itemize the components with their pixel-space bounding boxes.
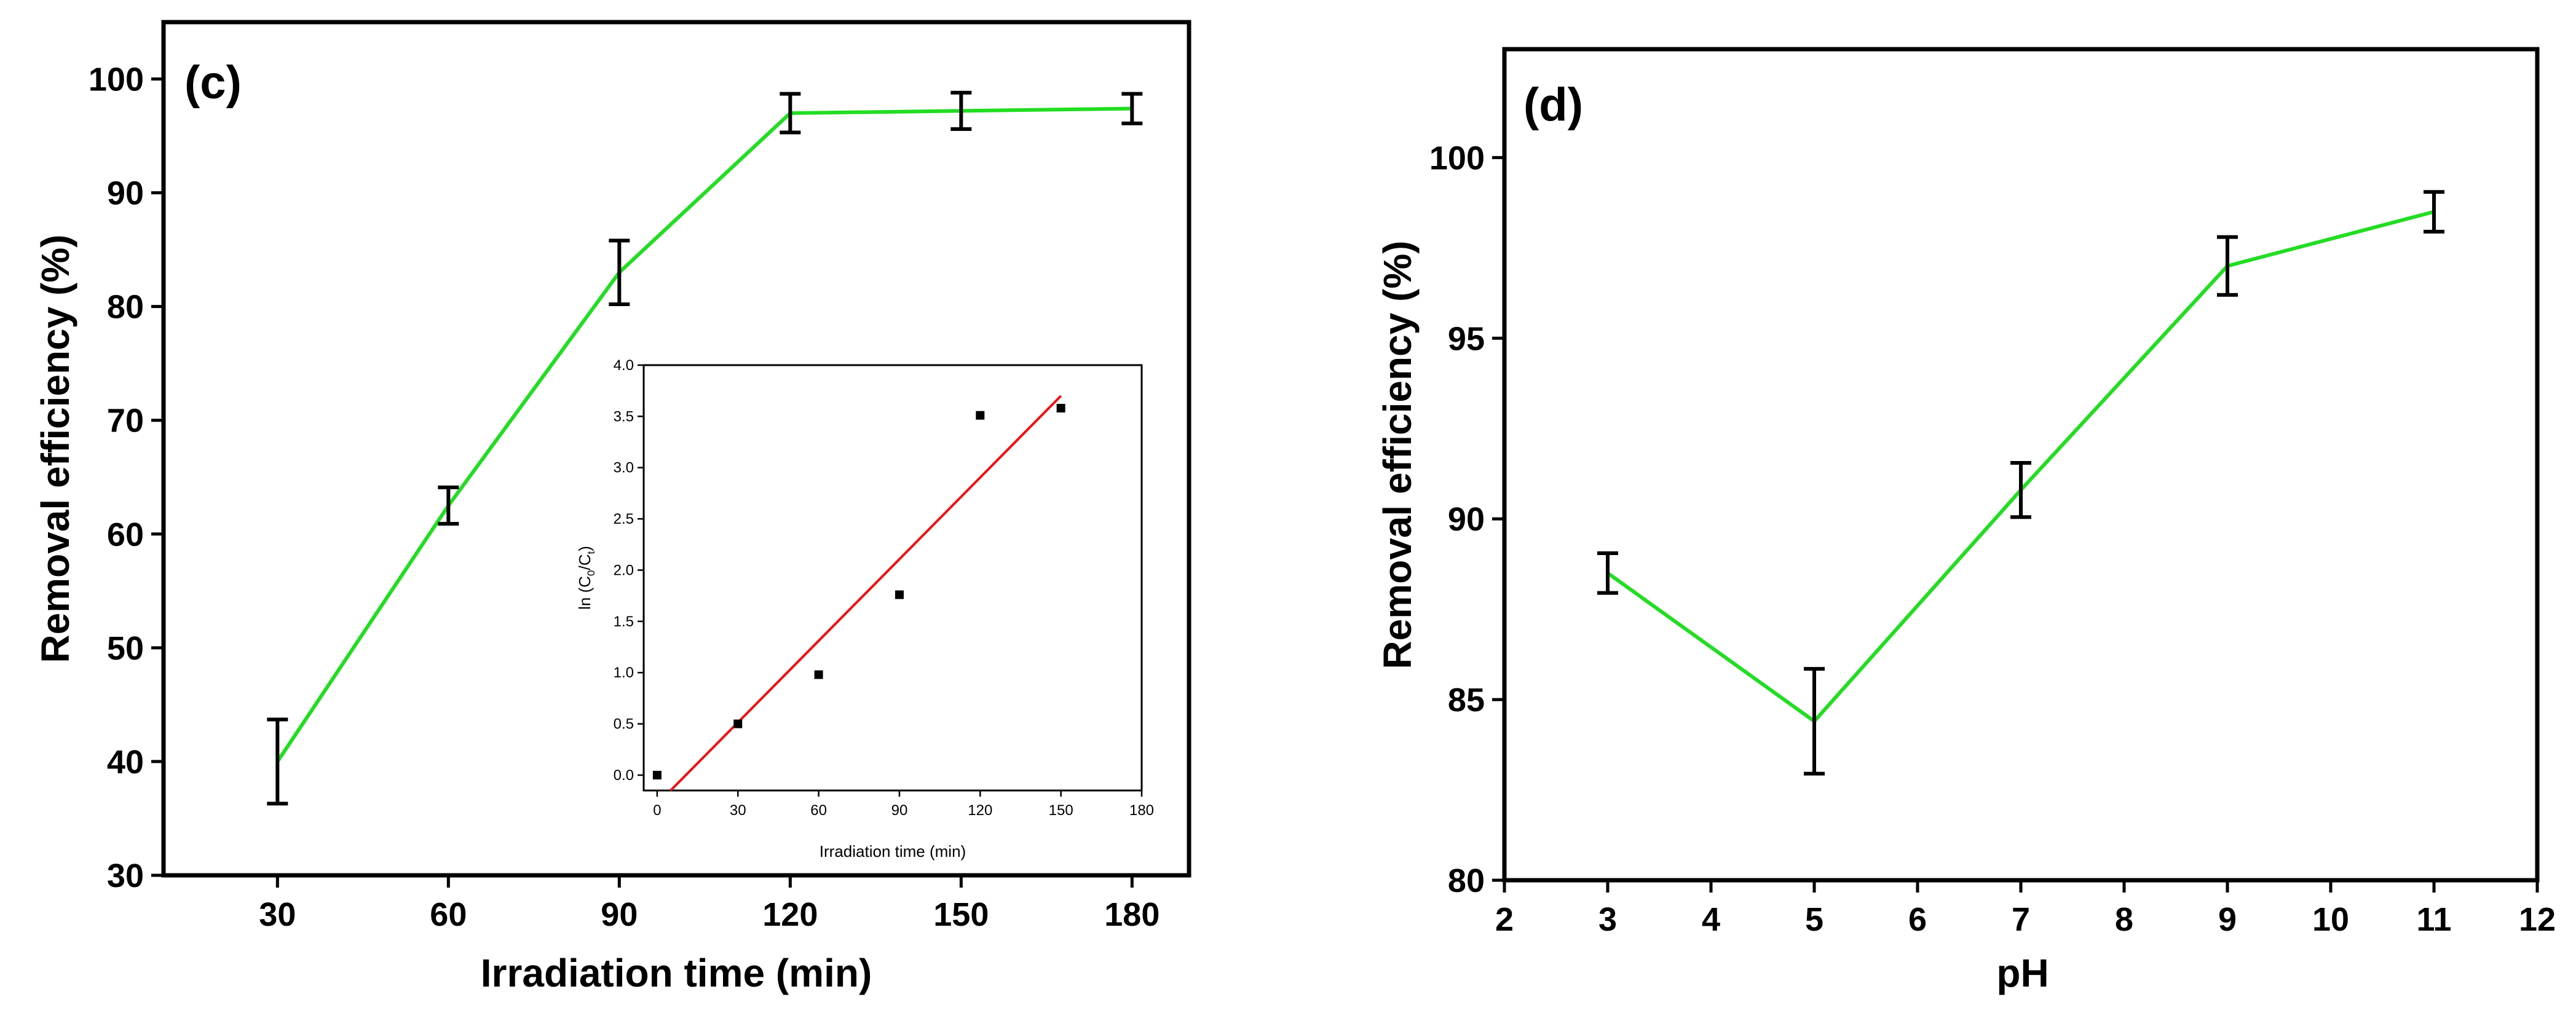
y-tick-label: 80	[1448, 862, 1485, 899]
y-tick-label: 30	[107, 857, 144, 894]
inset-data-point	[652, 770, 662, 779]
series-d	[1597, 190, 2444, 776]
error-bar	[1804, 667, 1825, 776]
inset-data-point	[976, 411, 985, 420]
x-tick-label: 2	[1495, 901, 1514, 938]
x-tick-label: 6	[1908, 901, 1927, 938]
x-tick-label: 11	[2416, 901, 2451, 938]
y-tick-label: 100	[1429, 140, 1485, 176]
inset-x-tick-label: 60	[810, 802, 827, 819]
error-bar	[438, 485, 459, 526]
x-axis-title-d: pH	[1996, 951, 2049, 995]
inset-x-tick-label: 0	[653, 802, 661, 819]
x-tick-label: 4	[1702, 901, 1720, 938]
inset-y-tick-label: 3.0	[614, 460, 634, 476]
inset-x-tick-label: 90	[891, 802, 908, 819]
y-tick-label: 60	[107, 516, 144, 553]
inset-chart: 0.0 0.5 1.0 1.5 2.0 2.5 3.0 3.5 4.0 0 30 60 90 120 15…	[575, 357, 1154, 861]
panel-label-c: (c)	[184, 57, 242, 109]
x-axis-title-c: Irradiation time (min)	[481, 951, 872, 995]
error-bar	[2217, 235, 2238, 297]
inset-frame	[642, 364, 1143, 792]
inset-y-axis-title: ln (C0/Ct)	[575, 546, 597, 610]
inset-y-axis: 0.0 0.5 1.0 1.5 2.0 2.5 3.0 3.5 4.0	[614, 357, 644, 784]
inset-x-tick-label: 150	[1049, 802, 1073, 819]
x-tick-label: 3	[1598, 901, 1617, 938]
inset-y-tick-label: 0.5	[614, 716, 634, 733]
x-tick-label: 60	[430, 896, 467, 933]
inset-data-point	[733, 719, 743, 728]
y-axis-d: 80 85 90 95 100	[1429, 140, 1504, 899]
y-axis-title-c: Removal efficiency (%)	[33, 234, 77, 663]
error-bar	[2010, 461, 2031, 519]
x-tick-label: 8	[2115, 901, 2133, 938]
x-tick-label: 90	[601, 896, 638, 933]
x-tick-label: 150	[933, 896, 989, 933]
inset-series	[652, 395, 1065, 792]
error-bar	[609, 238, 630, 306]
x-tick-label: 30	[259, 896, 296, 933]
x-axis-d: 2 3 4 5 6 7 8 9 10 11 12	[1495, 880, 2556, 938]
inset-y-tick-label: 1.5	[614, 613, 634, 630]
inset-x-axis-title: Irradiation time (min)	[820, 842, 966, 861]
x-tick-label: 12	[2519, 901, 2556, 938]
inset-y-tick-label: 2.0	[614, 562, 634, 578]
y-tick-label: 95	[1448, 320, 1485, 357]
x-tick-label: 120	[762, 896, 818, 933]
series-line	[275, 106, 1132, 763]
error-bar	[1121, 92, 1143, 125]
y-tick-label: 90	[1448, 501, 1485, 538]
error-bar	[2424, 190, 2444, 234]
x-tick-label: 7	[2012, 901, 2030, 938]
inset-y-tick-label: 4.0	[614, 357, 634, 374]
series-c	[267, 90, 1143, 806]
inset-y-tick-label: 2.5	[614, 511, 634, 527]
y-tick-label: 100	[89, 61, 144, 98]
x-tick-label: 9	[2218, 901, 2237, 938]
inset-x-axis: 0 30 60 90 120 150 180	[653, 790, 1154, 819]
y-axis-title-d: Removal efficiency (%)	[1375, 240, 1420, 669]
plot-frame-c	[161, 20, 1191, 878]
error-bar	[950, 90, 972, 131]
error-bar	[1597, 551, 1618, 595]
inset-data-point	[1056, 404, 1065, 413]
inset-y-tick-label: 3.5	[614, 408, 634, 425]
y-tick-label: 50	[107, 630, 144, 667]
inset-y-tick-label: 1.0	[614, 664, 634, 681]
panel-d: 80 85 90 95 100 2 3 4 5 6 7 8 9 10 11 12 (d) pH Remova…	[1375, 47, 2556, 995]
y-axis-c: 30 40 50 60 70 80 90 100	[89, 61, 164, 894]
panel-c: 30 40 50 60 70 80 90 100 30 60 90 120 150 180 (c) Ir…	[33, 20, 1191, 995]
inset-data-point	[814, 670, 823, 679]
inset-data-point	[895, 590, 904, 599]
y-tick-label: 85	[1448, 682, 1485, 719]
y-tick-label: 40	[107, 744, 144, 781]
y-tick-label: 80	[107, 289, 144, 326]
error-bar	[267, 717, 288, 806]
inset-y-tick-label: 0.0	[614, 767, 634, 784]
error-bar	[780, 92, 801, 135]
inset-x-tick-label: 30	[730, 802, 746, 819]
panel-label-d: (d)	[1523, 79, 1583, 131]
inset-x-tick-label: 180	[1129, 802, 1154, 819]
x-axis-c: 30 60 90 120 150 180	[259, 875, 1160, 933]
y-tick-label: 70	[107, 403, 144, 439]
y-tick-label: 90	[107, 175, 144, 212]
inset-x-tick-label: 120	[968, 802, 992, 819]
x-tick-label: 180	[1104, 896, 1160, 933]
x-tick-label: 10	[2312, 901, 2349, 938]
fit-line	[670, 395, 1062, 792]
x-tick-label: 5	[1805, 901, 1823, 938]
